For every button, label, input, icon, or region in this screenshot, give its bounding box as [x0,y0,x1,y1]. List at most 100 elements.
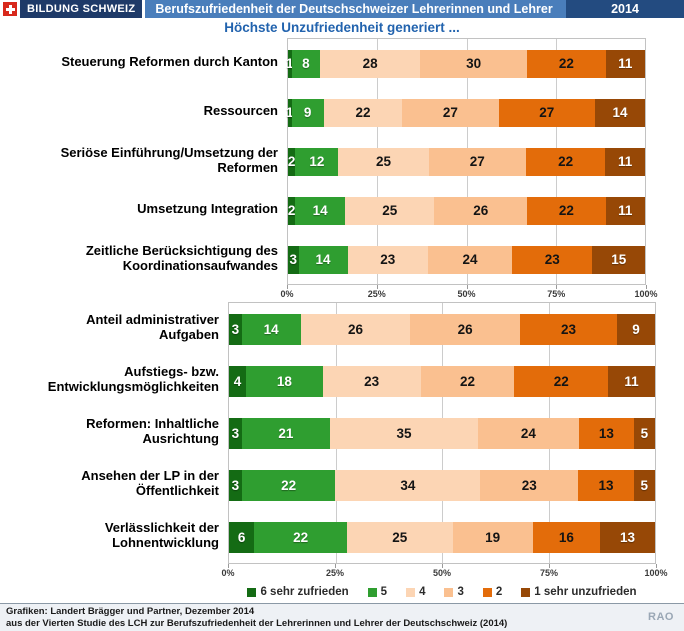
bar-row: 3 22 34 23 13 5 [229,459,655,511]
category-label: Zeitliche Berücksichtigung des Koordinat… [85,242,278,273]
bar-row: 3 21 35 24 13 5 [229,407,655,459]
bar-segment: 23 [322,365,421,397]
chart-bottom-x-axis: 0% 25% 50% 75% 100% [221,564,668,581]
segment-value: 34 [400,477,416,493]
source-credits: Grafiken: Landert Brägger und Partner, D… [6,606,507,631]
segment-value: 5 [640,477,649,493]
segment-value: 3 [231,477,240,493]
bar-segment: 13 [578,469,634,501]
segment-value: 13 [620,529,636,545]
bar-segment: 26 [410,313,520,345]
segment-value: 3 [289,252,297,267]
chart-bottom-category-labels: Anteil administrativer Aufgaben Aufstiegs… [0,302,228,564]
chart-subtitle: Höchste Unzufriedenheit generiert ... [224,20,460,35]
segment-value: 26 [457,321,473,337]
stacked-bar: 3 14 26 26 23 9 [229,313,655,345]
tick-label: 25% [367,289,386,299]
bar-segment: 11 [608,365,655,397]
segment-value: 8 [302,56,310,71]
header-divider [142,0,146,18]
segment-value: 28 [362,56,378,71]
segment-value: 23 [380,252,396,267]
tick-label: 50% [432,568,452,578]
stacked-bar: 6 22 25 19 16 13 [229,521,655,553]
bar-segment: 25 [347,521,453,553]
legend-label: 5 [380,586,388,598]
tick-label: 0% [221,568,235,578]
segment-value: 11 [618,56,633,71]
segment-value: 2 [287,203,296,218]
bar-segment: 30 [420,49,528,78]
legend-swatch [367,587,377,597]
category-label: Reformen: Inhaltliche Ausrichtung [86,416,219,446]
bar-segment: 22 [527,196,606,225]
segment-value: 22 [558,203,574,218]
bar-row: 3 14 26 26 23 9 [229,303,655,355]
legend-label: 6 sehr zufrieden [260,586,349,598]
chart-top-x-axis: 0% 25% 50% 75% 100% [280,285,658,302]
swiss-flag-icon [3,2,17,16]
segment-value: 12 [309,154,325,169]
category-label: Ressourcen [203,103,278,119]
stacked-bar: 1 8 28 30 22 11 [286,49,645,78]
segment-value: 23 [364,373,380,389]
legend-label: 3 [457,586,464,598]
watermark: RAO [648,611,674,623]
tick-mark [646,285,647,289]
chart-bottom: Anteil administrativer Aufgaben Aufstiegs… [0,302,684,581]
chart-top-category-labels: Steuerung Reformen durch Kanton Ressource… [0,38,287,285]
segment-value: 22 [553,373,569,389]
bar-segment: 11 [605,49,645,78]
bar-segment: 13 [600,521,655,553]
source-line-2: aus der Vierten Studie des LCH zur Beruf… [6,618,508,630]
bar-segment: 6 [229,521,255,553]
axis-spacer [0,564,228,581]
segment-value: 27 [539,105,555,120]
segment-value: 4 [233,373,242,389]
segment-value: 9 [632,321,640,337]
legend-swatch [521,587,531,597]
bar-segment: 24 [477,417,580,449]
bar-segment: 27 [402,98,499,127]
bar-segment: 4 [229,365,247,397]
legend-swatch [444,587,454,597]
bar-segment: 18 [246,365,323,397]
segment-value: 2 [287,154,296,169]
legend-item: 4 [406,586,425,598]
segment-value: 30 [466,56,482,71]
stacked-bar: 1 9 22 27 27 14 [286,98,645,127]
segment-value: 23 [521,477,537,493]
bar-segment: 3 [288,245,299,274]
bar-segment: 19 [452,521,533,553]
chart-bottom-plot-area: 3 14 26 26 23 9 4 18 23 22 22 11 3 21 35 24 13 5 3 22 34 23 13… [228,302,656,564]
bar-segment: 26 [300,313,411,345]
bar-segment: 23 [347,245,428,274]
stacked-bar: 3 22 34 23 13 5 [229,469,655,501]
tick-mark [442,564,443,568]
bar-segment: 14 [298,245,348,274]
tick-mark [376,285,378,289]
segment-value: 5 [640,425,649,441]
segment-value: 25 [392,529,408,545]
bar-segment: 2 [287,196,296,225]
axis-spacer [0,285,287,302]
legend: 6 sehr zufrieden 5 4 3 2 1 sehr unzufrieden [228,584,656,600]
segment-value: 21 [278,425,294,441]
segment-value: 22 [558,56,574,71]
tick-label: 75% [539,568,559,578]
segment-value: 15 [611,252,627,267]
bar-row: 3 14 23 24 23 15 [288,235,645,284]
bar-segment: 22 [527,49,606,78]
bar-row: 1 9 22 27 27 14 [286,88,645,137]
bar-segment: 21 [241,417,331,449]
bar-segment: 15 [592,245,645,274]
segment-value: 23 [544,252,560,267]
segment-value: 1 [286,56,294,71]
bar-row: 1 8 28 30 22 11 [286,39,645,88]
chart-top: Steuerung Reformen durch Kanton Ressource… [0,38,684,302]
tick-mark [556,285,558,289]
tick-mark [656,564,657,568]
bar-segment: 22 [323,98,403,127]
segment-value: 6 [237,529,246,545]
header-bar: BILDUNG SCHWEIZ Berufszufriedenheit der … [0,0,684,18]
